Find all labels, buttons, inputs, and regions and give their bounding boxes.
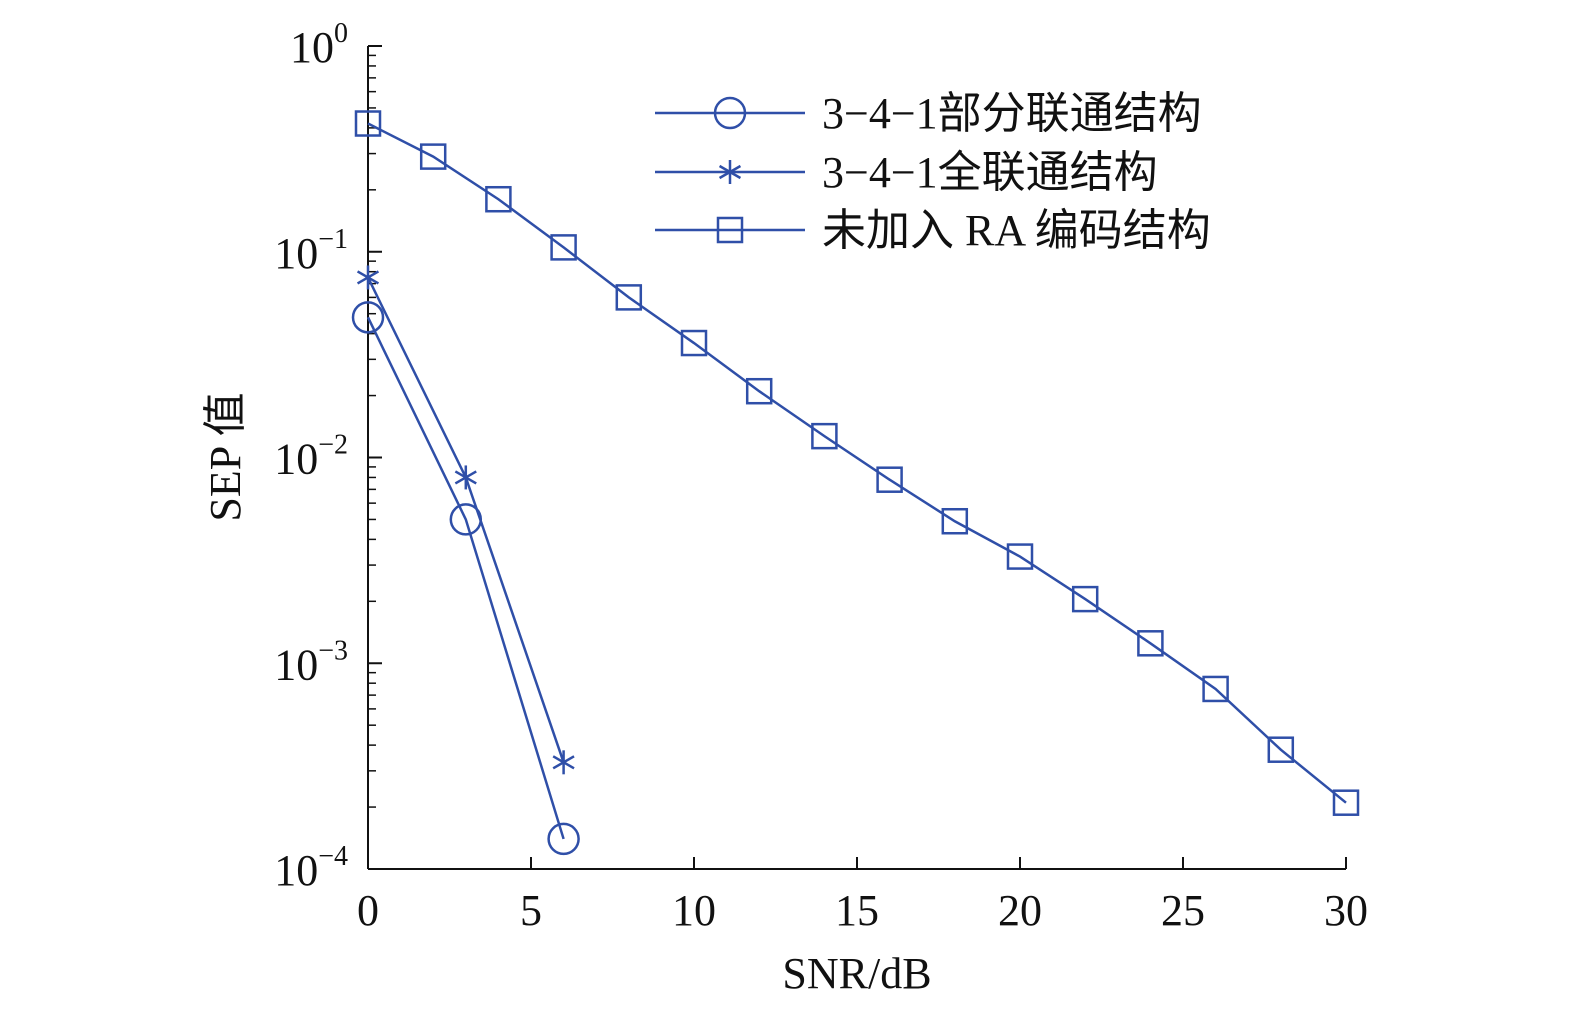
legend-marker — [718, 160, 742, 184]
data-point — [419, 143, 447, 170]
x-tick-label: 10 — [672, 886, 716, 935]
x-tick-label: 5 — [520, 886, 542, 935]
x-tick-label: 25 — [1161, 886, 1205, 935]
series-2 — [354, 110, 1360, 816]
series-line — [367, 122, 1347, 804]
data-point — [941, 507, 969, 535]
y-tick-label: 100 — [290, 18, 348, 72]
x-tick-label: 20 — [998, 886, 1042, 935]
legend-item-1: 3−4−1全联通结构 — [655, 148, 1158, 197]
legend-item-0: 3−4−1部分联通结构 — [655, 89, 1202, 138]
data-point — [354, 110, 382, 137]
data-point — [615, 284, 643, 311]
data-point — [547, 822, 580, 856]
x-tick-label: 0 — [357, 886, 379, 935]
data-point — [1332, 789, 1360, 816]
legend-label: 3−4−1部分联通结构 — [822, 89, 1202, 138]
legend-label: 未加入 RA 编码结构 — [822, 206, 1211, 255]
y-tick-label: 10−2 — [274, 430, 348, 484]
series-0 — [351, 301, 580, 856]
x-axis-title: SNR/dB — [782, 949, 931, 998]
asterisk-stroke — [718, 164, 742, 180]
data-point — [454, 465, 477, 490]
data-point — [876, 466, 903, 493]
data-point — [1137, 630, 1164, 657]
data-point — [351, 301, 385, 334]
data-point — [680, 329, 708, 357]
legend-label: 3−4−1全联通结构 — [822, 148, 1158, 197]
y-tick-label: 10−3 — [274, 635, 348, 689]
data-point — [552, 750, 575, 775]
data-point — [745, 377, 773, 405]
series-1 — [356, 265, 575, 775]
asterisk-stroke — [552, 755, 575, 770]
data-point — [550, 234, 577, 261]
x-tick-label: 15 — [835, 886, 879, 935]
legend-marker — [713, 96, 747, 130]
series-line — [366, 316, 565, 840]
data-point — [1202, 675, 1229, 703]
data-point — [1071, 585, 1099, 613]
data-point — [1267, 736, 1295, 763]
data-point — [811, 422, 838, 450]
legend-item-2: 未加入 RA 编码结构 — [655, 206, 1211, 255]
data-point — [1006, 543, 1034, 570]
axes: 0 5 10 15 20 25 30 100 10−1 10−2 10−3 10−4 — [274, 18, 1368, 935]
asterisk-stroke — [454, 470, 477, 485]
asterisk-stroke — [356, 270, 380, 285]
y-tick-label: 10−4 — [274, 841, 348, 895]
x-tick-label: 30 — [1324, 886, 1368, 935]
legend-marker — [716, 216, 744, 244]
data-point — [485, 185, 512, 213]
data-point — [356, 265, 380, 290]
y-axis-title: SEP 值 — [201, 392, 250, 521]
series-layer — [351, 110, 1360, 856]
y-tick-label: 10−1 — [274, 224, 348, 278]
